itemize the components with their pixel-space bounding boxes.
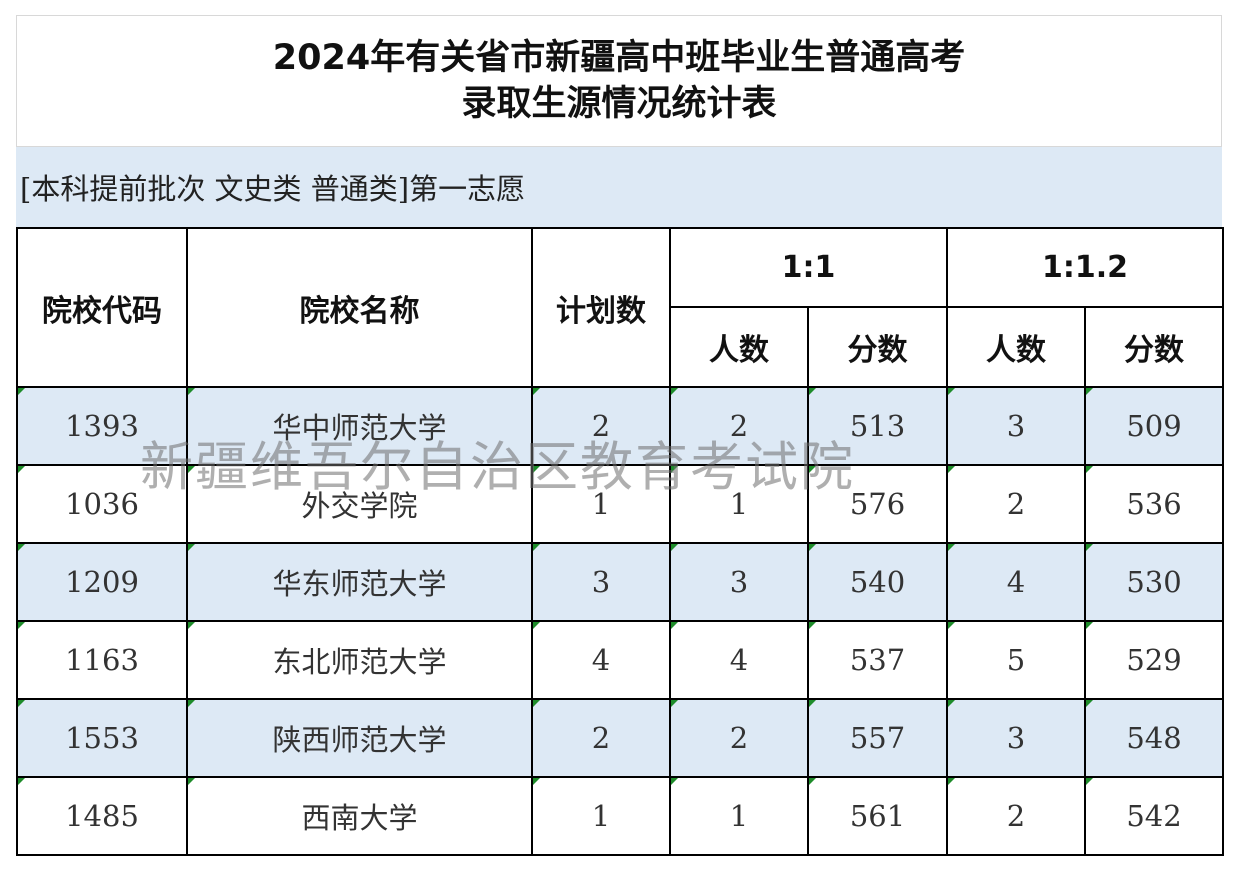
header-r2-score: 分数: [1083, 306, 1225, 388]
r2-count-cell: 5: [946, 620, 1086, 700]
header-r1-score: 分数: [807, 306, 948, 388]
table-row: 1393 华中师范大学 2 2 513 3 509: [16, 386, 1225, 466]
batch-subtitle: [本科提前批次 文史类 普通类]第一志愿: [16, 147, 1222, 227]
table-row: 1553 陕西师范大学 2 2 557 3 548: [16, 698, 1225, 778]
r1-count-cell: 1: [669, 776, 809, 856]
school-code-cell: 1485: [16, 776, 188, 856]
school-code-cell: 1393: [16, 386, 188, 466]
r1-score-cell: 557: [807, 698, 948, 778]
r2-score-cell: 529: [1083, 620, 1225, 700]
r2-score-cell: 536: [1083, 464, 1225, 544]
school-code-cell: 1036: [16, 464, 188, 544]
admission-table: 院校代码 院校名称 计划数 1:1 1:1.2 人数 分数 人数 分数 1393…: [16, 227, 1225, 856]
school-code-cell: 1163: [16, 620, 188, 700]
header-r1-count: 人数: [669, 306, 809, 388]
r2-count-cell: 3: [946, 386, 1086, 466]
r2-count-cell: 2: [946, 776, 1086, 856]
r1-score-cell: 576: [807, 464, 948, 544]
page-title: 2024年有关省市新疆高中班毕业生普通高考 录取生源情况统计表: [16, 15, 1222, 147]
r1-score-cell: 561: [807, 776, 948, 856]
school-name-cell: 外交学院: [186, 464, 533, 544]
header-ratio-1-1: 1:1: [669, 227, 948, 308]
header-r2-count: 人数: [946, 306, 1086, 388]
r2-score-cell: 530: [1083, 542, 1225, 622]
plan-count-cell: 2: [531, 386, 671, 466]
header-plan-count: 计划数: [531, 227, 671, 388]
header-ratio-1-1-2: 1:1.2: [945, 227, 1225, 308]
r1-count-cell: 4: [669, 620, 809, 700]
header-school-code: 院校代码: [16, 227, 188, 388]
table-row: 1036 外交学院 1 1 576 2 536: [16, 464, 1225, 544]
plan-count-cell: 2: [531, 698, 671, 778]
plan-count-cell: 1: [531, 464, 671, 544]
r2-count-cell: 3: [946, 698, 1086, 778]
title-line-1: 2024年有关省市新疆高中班毕业生普通高考: [272, 38, 966, 78]
plan-count-cell: 3: [531, 542, 671, 622]
plan-count-cell: 1: [531, 776, 671, 856]
table-row: 1485 西南大学 1 1 561 2 542: [16, 776, 1225, 856]
r2-count-cell: 2: [946, 464, 1086, 544]
school-name-cell: 西南大学: [186, 776, 533, 856]
admission-statistics-sheet: 2024年有关省市新疆高中班毕业生普通高考 录取生源情况统计表 [本科提前批次 …: [16, 15, 1225, 856]
school-name-cell: 陕西师范大学: [186, 698, 533, 778]
school-code-cell: 1209: [16, 542, 188, 622]
r1-count-cell: 2: [669, 698, 809, 778]
header-school-name: 院校名称: [186, 227, 533, 388]
title-line-2: 录取生源情况统计表: [461, 84, 777, 124]
school-code-cell: 1553: [16, 698, 188, 778]
r1-count-cell: 3: [669, 542, 809, 622]
r2-score-cell: 548: [1083, 698, 1225, 778]
table-row: 1209 华东师范大学 3 3 540 4 530: [16, 542, 1225, 622]
school-name-cell: 东北师范大学: [186, 620, 533, 700]
r1-count-cell: 1: [669, 464, 809, 544]
r2-score-cell: 509: [1083, 386, 1225, 466]
r1-count-cell: 2: [669, 386, 809, 466]
school-name-cell: 华中师范大学: [186, 386, 533, 466]
school-name-cell: 华东师范大学: [186, 542, 533, 622]
plan-count-cell: 4: [531, 620, 671, 700]
r2-score-cell: 542: [1083, 776, 1225, 856]
r1-score-cell: 537: [807, 620, 948, 700]
r1-score-cell: 513: [807, 386, 948, 466]
r2-count-cell: 4: [946, 542, 1086, 622]
r1-score-cell: 540: [807, 542, 948, 622]
table-row: 1163 东北师范大学 4 4 537 5 529: [16, 620, 1225, 700]
